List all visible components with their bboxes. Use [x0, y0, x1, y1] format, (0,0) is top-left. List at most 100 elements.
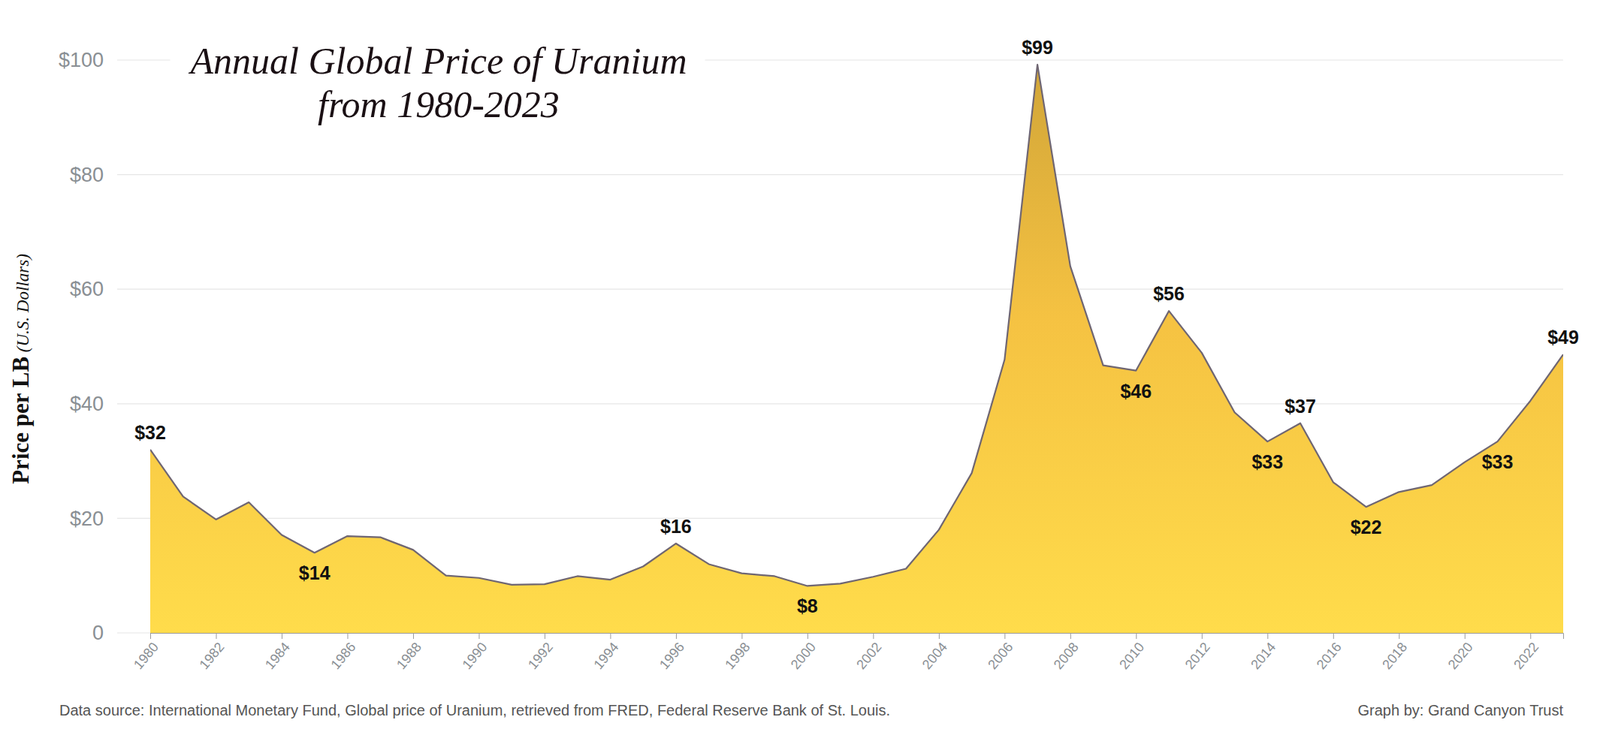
- x-tick-mark: [413, 633, 414, 640]
- x-tick: 2022: [1510, 633, 1542, 673]
- data-label: $33: [1251, 451, 1284, 473]
- data-label: $49: [1547, 326, 1579, 348]
- x-tick: 2004: [919, 633, 951, 673]
- x-tick-label: 2002: [853, 640, 885, 674]
- x-tick: 1982: [196, 633, 227, 673]
- x-tick-mark: [609, 633, 611, 640]
- y-axis-title: Price per LB (U.S. Dollars): [7, 253, 34, 485]
- x-tick: 2002: [853, 633, 885, 673]
- x-tick-label: 1980: [130, 640, 162, 674]
- data-label: $8: [796, 595, 819, 617]
- y-tick-label: $40: [69, 392, 104, 416]
- x-tick-label: 2016: [1313, 640, 1345, 674]
- source-note: Data source: International Monetary Fund…: [59, 702, 891, 719]
- x-tick: 2012: [1182, 633, 1214, 673]
- data-label: $32: [134, 422, 167, 444]
- title-group: Annual Global Price of Uraniumfrom 1980-…: [169, 35, 705, 130]
- x-tick-label: 1994: [590, 640, 622, 674]
- grid: [117, 60, 1564, 634]
- x-tick: 2010: [1116, 633, 1148, 673]
- x-tick: 1998: [721, 633, 753, 673]
- x-tick-label: 2006: [984, 640, 1016, 674]
- grid-line: [117, 289, 1564, 290]
- y-tick-label: $20: [69, 507, 104, 531]
- x-tick-label: 1996: [656, 640, 688, 674]
- y-axis: 0 $20 $40 $60 $80 $100: [58, 48, 105, 645]
- x-tick-mark: [478, 633, 480, 640]
- x-tick-label: 1998: [721, 640, 753, 674]
- x-tick-mark: [1135, 633, 1137, 640]
- x-tick-label: 2000: [787, 640, 819, 674]
- area: [150, 64, 1564, 634]
- x-tick-label: 2018: [1379, 640, 1410, 674]
- data-label: $99: [1021, 36, 1054, 58]
- x-tick: 2018: [1379, 633, 1410, 673]
- x-tick-mark: [1070, 633, 1072, 640]
- y-tick: $60: [69, 277, 104, 301]
- x-tick-mark: [1464, 633, 1466, 640]
- x-tick-mark: [807, 633, 809, 640]
- data-labels: $32$14$16$8$99$46$56$33$37$22$33$49: [134, 36, 1579, 617]
- credit-note: Graph by: Grand Canyon Trust: [1358, 702, 1564, 719]
- x-tick-label: 2020: [1445, 640, 1477, 674]
- x-tick: 1980: [130, 633, 162, 673]
- x-tick-mark: [215, 633, 217, 640]
- x-tick: 2008: [1050, 633, 1082, 673]
- marks: [150, 64, 1564, 634]
- x-tick-label: 1990: [458, 640, 490, 674]
- x-tick-mark: [150, 633, 151, 640]
- x-tick-mark: [544, 633, 546, 640]
- x-tick-mark: [741, 633, 743, 640]
- x-tick-label: 2004: [919, 640, 951, 674]
- x-tick-label: 1984: [262, 640, 293, 674]
- data-label: $16: [660, 516, 692, 538]
- x-tick: 2000: [787, 633, 819, 673]
- x-tick-mark: [281, 633, 283, 640]
- x-tick-mark: [1530, 633, 1531, 640]
- x-tick: 2014: [1247, 633, 1279, 673]
- grid-line: [117, 403, 1564, 405]
- x-tick-label: 2010: [1116, 640, 1148, 674]
- x-tick-mark: [1267, 633, 1268, 640]
- x-tick-label: 2022: [1510, 640, 1542, 674]
- y-tick-label: $80: [69, 163, 104, 187]
- x-axis: 1980198219841986198819901992199419961998…: [130, 633, 1564, 673]
- title: Annual Global Price of Uraniumfrom 1980-…: [187, 39, 687, 126]
- x-tick: 1994: [590, 633, 622, 673]
- x-tick: 2016: [1313, 633, 1345, 673]
- data-label: $56: [1153, 283, 1185, 305]
- x-tick-label: 2008: [1050, 640, 1082, 674]
- x-tick-mark: [938, 633, 940, 640]
- y-tick-label: 0: [92, 621, 104, 645]
- x-tick-mark: [1398, 633, 1400, 640]
- x-tick: 1984: [262, 633, 293, 673]
- grid-line: [117, 174, 1564, 176]
- title-background: [169, 35, 705, 130]
- x-tick-label: 1988: [393, 640, 425, 674]
- y-tick-label: $100: [58, 48, 104, 72]
- x-tick: 1988: [393, 633, 425, 673]
- x-tick-mark: [676, 633, 677, 640]
- y-tick: 0: [92, 621, 104, 645]
- data-label: $46: [1120, 380, 1152, 402]
- y-axis-line: [103, 60, 105, 634]
- x-tick-mark: [347, 633, 348, 640]
- x-axis-line: [150, 633, 1564, 640]
- data-label: $37: [1284, 395, 1317, 417]
- x-tick-label: 1982: [196, 640, 227, 674]
- y-tick-label: $60: [69, 277, 104, 301]
- data-label: $14: [298, 562, 331, 584]
- x-tick-mark: [1004, 633, 1006, 640]
- y-tick: $20: [69, 507, 104, 531]
- line: [150, 64, 1564, 586]
- y-tick: $100: [58, 48, 104, 72]
- x-tick-label: 2014: [1247, 640, 1279, 674]
- x-tick-label: 1992: [525, 640, 556, 674]
- x-tick: 1990: [458, 633, 490, 673]
- y-tick: $80: [69, 163, 104, 187]
- x-tick-label: 2012: [1182, 640, 1214, 674]
- x-tick: 2020: [1445, 633, 1477, 673]
- x-tick-mark: [1333, 633, 1335, 640]
- x-tick: 1996: [656, 633, 688, 673]
- x-tick: 1992: [525, 633, 556, 673]
